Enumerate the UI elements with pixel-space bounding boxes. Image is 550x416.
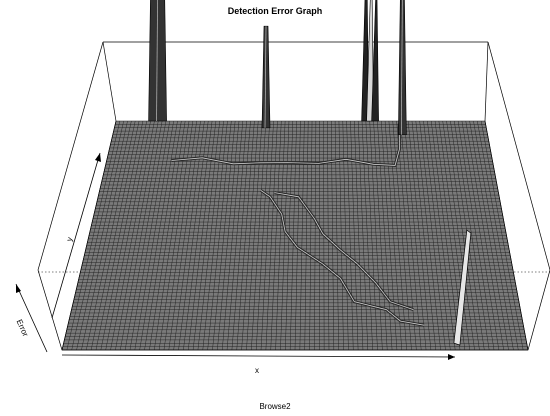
error-ridge-highlight <box>274 192 414 310</box>
box-edge <box>484 41 489 122</box>
chart-title: Detection Error Graph <box>227 6 323 16</box>
front-box <box>61 120 529 351</box>
box-edge <box>37 41 104 271</box>
box-edge <box>487 41 550 271</box>
x-axis-arrow <box>61 354 456 358</box>
box-edge <box>102 41 117 122</box>
box-edge <box>527 269 550 351</box>
y-axis-label: y <box>65 236 75 242</box>
z-axis-arrowhead <box>16 284 21 293</box>
caption: Browse2 <box>259 402 291 411</box>
y-axis-arrowhead <box>95 153 101 162</box>
spike-bottom-right <box>453 229 472 346</box>
x-axis-label: x <box>255 366 259 375</box>
spike-left-block <box>148 0 167 122</box>
box-edge <box>37 269 63 351</box>
box-edge <box>484 120 529 351</box>
error-ridge-highlight <box>260 189 425 326</box>
spikes-right-cluster <box>361 0 379 122</box>
box-edge <box>61 120 117 351</box>
z-axis-label: Error <box>15 318 31 338</box>
error-ridge-highlight <box>171 123 400 166</box>
z-axis-arrow <box>15 283 48 353</box>
x-axis-arrowhead <box>448 354 455 360</box>
y-axis-arrow <box>51 152 101 319</box>
spike-center <box>261 25 271 129</box>
spike-right-thin <box>398 0 407 136</box>
surface-mesh <box>61 0 529 351</box>
